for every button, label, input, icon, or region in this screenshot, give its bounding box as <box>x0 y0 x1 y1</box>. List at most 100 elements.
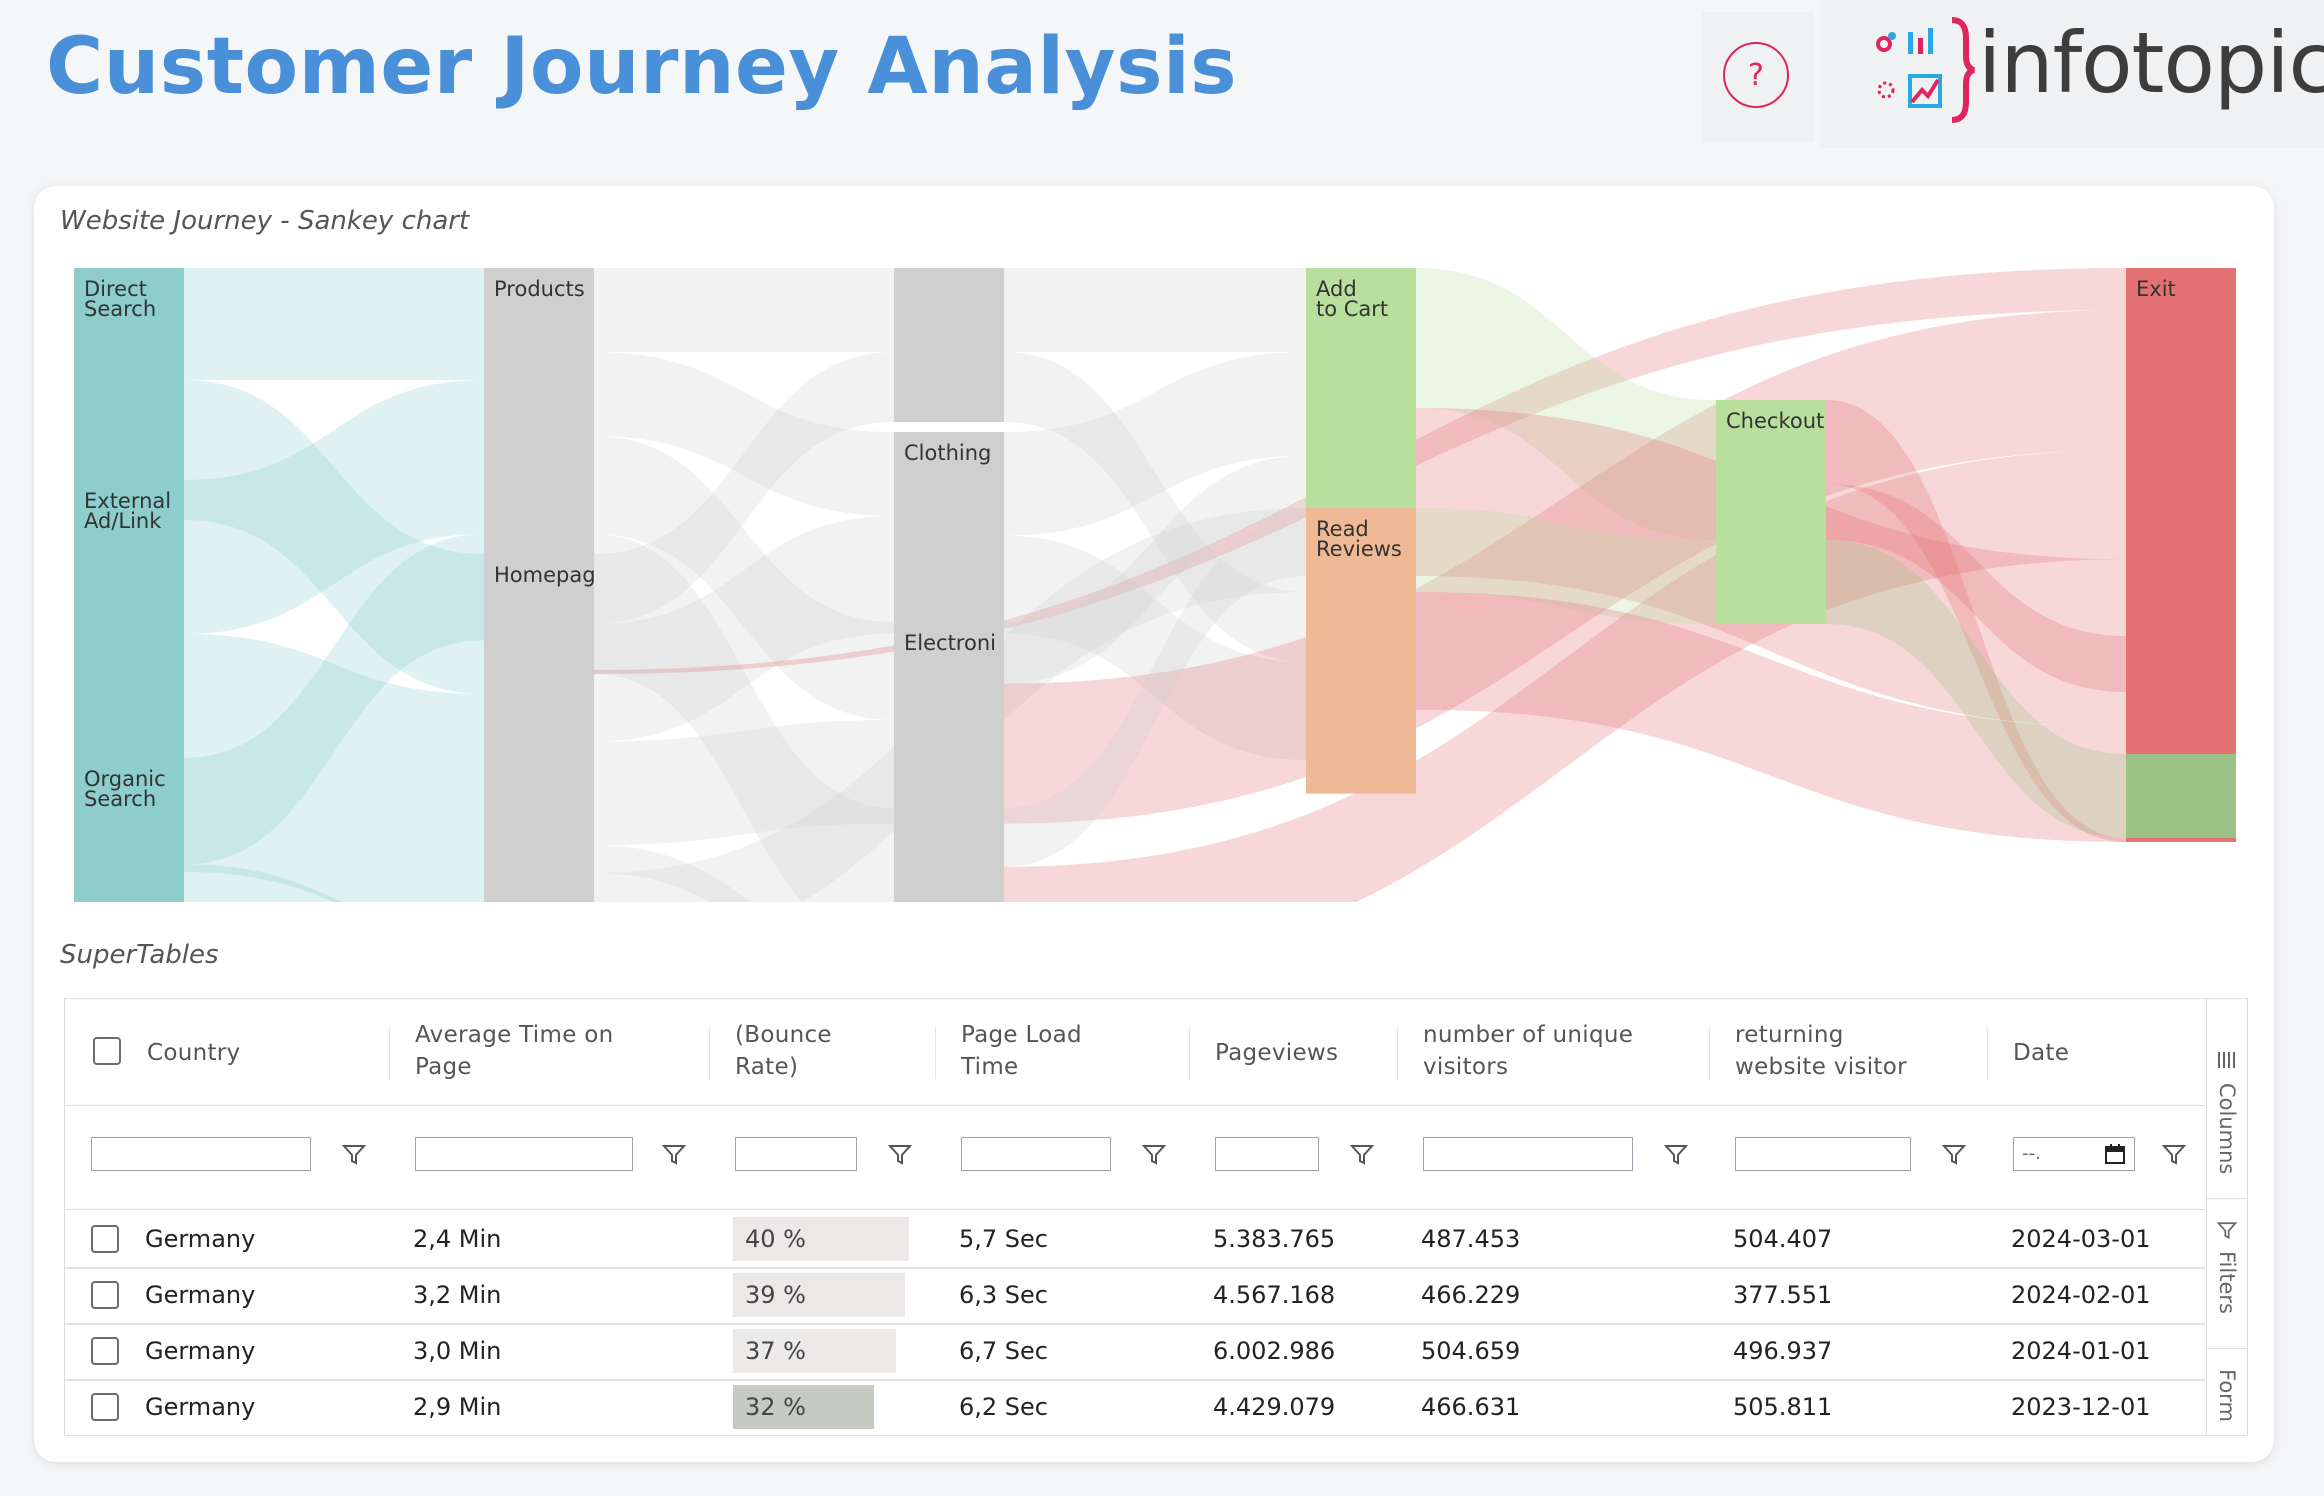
select-all-checkbox[interactable] <box>93 1037 121 1065</box>
sankey-link-electronics-exit[interactable] <box>1004 310 2126 824</box>
cell-load-time: 5,7 Sec <box>959 1225 1048 1253</box>
table-row[interactable]: Germany 2,4 Min 40 % 5,7 Sec 5.383.765 4… <box>65 1211 2205 1269</box>
sankey-node-exit2[interactable] <box>2126 636 2236 692</box>
sankey-link-addcart-checkout[interactable] <box>1416 268 1716 540</box>
row-checkbox[interactable] <box>91 1393 119 1421</box>
form-tab-label: Form <box>2215 1369 2239 1422</box>
sankey-node-label-addcart: Add to Cart <box>1316 277 1388 321</box>
cell-pageviews: 5.383.765 <box>1213 1225 1336 1253</box>
sankey-link-external-products[interactable] <box>184 380 484 634</box>
sankey-node-label-direct: Direct Search <box>84 277 156 321</box>
column-header-country[interactable]: Country <box>147 1040 241 1066</box>
cell-country: Germany <box>145 1281 256 1309</box>
sankey-link-external-homepage[interactable] <box>184 634 484 902</box>
sankey-node-cat1[interactable] <box>894 268 1004 422</box>
avg-time-filter-input[interactable] <box>415 1137 633 1171</box>
sankey-link-homepage-cat1[interactable] <box>594 352 894 624</box>
filter-funnel-icon[interactable] <box>341 1141 367 1167</box>
sankey-node-reviews[interactable] <box>1306 508 1416 794</box>
date-filter-input[interactable]: --. <box>2013 1137 2135 1171</box>
column-header-avg-time[interactable]: Average Time on Page <box>415 1022 614 1080</box>
filters-tab[interactable]: Filters <box>2207 1199 2247 1349</box>
sankey-node-organic[interactable] <box>74 758 184 902</box>
cell-unique-visitors: 466.631 <box>1421 1393 1521 1421</box>
sankey-node-cat4[interactable] <box>894 808 1004 902</box>
sankey-link-homepage-clothing[interactable] <box>594 516 894 742</box>
column-divider <box>1397 1027 1398 1079</box>
row-checkbox[interactable] <box>91 1281 119 1309</box>
column-header-returning-visitor[interactable]: returning website visitor <box>1735 1022 1907 1080</box>
sankey-link-electronics-addcart[interactable] <box>1004 455 1306 684</box>
sankey-link-checkout-exit2[interactable] <box>1826 484 2126 692</box>
filter-funnel-icon[interactable] <box>887 1141 913 1167</box>
table-row[interactable]: Germany 3,2 Min 39 % 6,3 Sec 4.567.168 4… <box>65 1267 2205 1325</box>
header-bar: Customer Journey Analysis ? infotopics <box>0 0 2324 148</box>
bounce-filter-input[interactable] <box>735 1137 857 1171</box>
sankey-link-cat1-reviews[interactable] <box>1004 352 1306 662</box>
sankey-chart: Direct Search External Ad/Link Organic Search… <box>74 268 2236 902</box>
sankey-link-cat1-addcart[interactable] <box>1004 268 1306 352</box>
column-header-bounce-rate[interactable]: (Bounce Rate) <box>735 1022 832 1080</box>
column-divider <box>709 1027 710 1079</box>
sankey-link-reviews-exit[interactable] <box>1416 592 2126 842</box>
sankey-node-homepage[interactable] <box>484 554 594 902</box>
form-tab[interactable]: Form <box>2207 1349 2247 1435</box>
table-row[interactable]: Germany 3,0 Min 37 % 6,7 Sec 6.002.986 5… <box>65 1323 2205 1381</box>
sankey-link-clothing-reviews[interactable] <box>1004 535 1306 760</box>
cell-bounce-rate: 37 % <box>745 1337 806 1365</box>
logo-wordmark: infotopics <box>1978 14 2324 112</box>
sankey-node-direct[interactable] <box>74 268 184 520</box>
sankey-link-checkout-exit[interactable] <box>1826 400 2126 842</box>
cell-returning-visitor: 496.937 <box>1733 1337 1833 1365</box>
sankey-node-label-checkout: Checkout <box>1726 409 1824 433</box>
cell-returning-visitor: 505.811 <box>1733 1393 1833 1421</box>
column-divider <box>389 1027 390 1079</box>
load-time-filter-input[interactable] <box>961 1137 1111 1171</box>
country-filter-input[interactable] <box>91 1137 311 1171</box>
sankey-link-organic-homepage[interactable] <box>184 864 484 902</box>
sankey-link-products-cat1[interactable] <box>594 268 894 352</box>
cell-bounce-rate: 32 % <box>745 1393 806 1421</box>
sankey-node-label-organic: Organic Search <box>84 767 166 811</box>
column-divider <box>1987 1027 1988 1079</box>
filter-funnel-icon[interactable] <box>1141 1141 1167 1167</box>
sankey-link-products-clothing[interactable] <box>594 352 894 516</box>
row-checkbox[interactable] <box>91 1337 119 1365</box>
column-header-date[interactable]: Date <box>2013 1040 2070 1066</box>
filter-funnel-icon <box>2216 1222 2238 1239</box>
sankey-link-cat4-addcart[interactable] <box>1004 517 1306 867</box>
sankey-link-direct-products[interactable] <box>184 268 484 380</box>
sankey-link-products-cat4[interactable] <box>594 534 894 902</box>
row-checkbox[interactable] <box>91 1225 119 1253</box>
filter-funnel-icon[interactable] <box>2161 1141 2187 1167</box>
calendar-icon[interactable] <box>2104 1143 2126 1165</box>
sankey-link-homepage-cat4[interactable] <box>594 845 894 902</box>
columns-tab[interactable]: Columns <box>2207 999 2247 1199</box>
sankey-node-checkout[interactable] <box>1716 400 1826 624</box>
filter-funnel-icon[interactable] <box>1941 1141 1967 1167</box>
pageviews-filter-input[interactable] <box>1215 1137 1319 1171</box>
column-header-pageviews[interactable]: Pageviews <box>1215 1040 1339 1066</box>
returning-filter-input[interactable] <box>1735 1137 1911 1171</box>
column-header-load-time[interactable]: Page Load Time <box>961 1022 1082 1080</box>
filter-funnel-icon[interactable] <box>1349 1141 1375 1167</box>
table-row[interactable]: Germany 2,9 Min 32 % 6,2 Sec 4.429.079 4… <box>65 1379 2205 1435</box>
sankey-link-cat4-exit[interactable] <box>1004 450 2126 902</box>
sankey-link-checkout-purchase[interactable] <box>1826 540 2126 838</box>
sankey-link-homepage-electronics[interactable] <box>594 720 894 846</box>
sankey-node-clothing[interactable] <box>894 432 1004 634</box>
column-divider <box>935 1027 936 1079</box>
sankey-link-products-electronics[interactable] <box>594 436 894 720</box>
sankey-link-direct-homepage[interactable] <box>184 380 484 694</box>
unique-filter-input[interactable] <box>1423 1137 1633 1171</box>
sankey-link-clothing-addcart[interactable] <box>1004 352 1306 536</box>
column-header-unique-visitors[interactable]: number of unique visitors <box>1423 1022 1634 1080</box>
sankey-node-purchase[interactable] <box>2126 754 2236 838</box>
sankey-link-organic-products[interactable] <box>184 534 484 865</box>
sankey-link-reviews-checkout[interactable] <box>1416 508 1716 624</box>
filter-funnel-icon[interactable] <box>661 1141 687 1167</box>
sankey-node-electronics[interactable] <box>894 622 1004 824</box>
help-button[interactable]: ? <box>1723 42 1789 108</box>
sankey-node-exit[interactable] <box>2126 268 2236 842</box>
filter-funnel-icon[interactable] <box>1663 1141 1689 1167</box>
